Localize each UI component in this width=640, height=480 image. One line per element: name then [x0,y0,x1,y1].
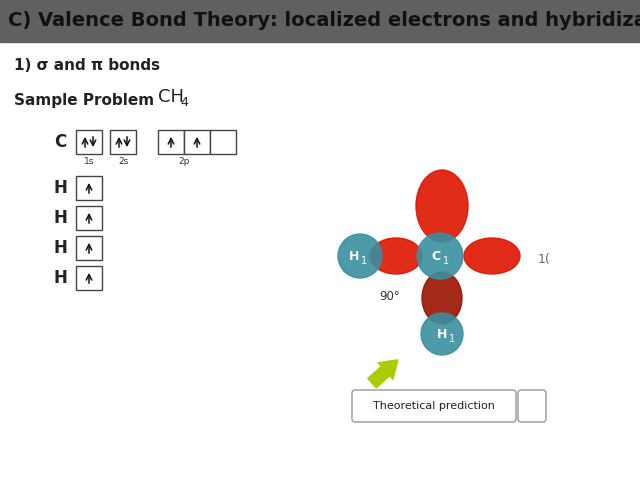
Text: 1: 1 [443,256,449,266]
Bar [110,130,136,154]
Text: C) Valence Bond Theory: localized electrons and hybridization: C) Valence Bond Theory: localized electr… [8,12,640,31]
Text: 2s: 2s [118,156,128,166]
Text: 1s: 1s [84,156,94,166]
Text: 1(: 1( [538,253,551,266]
Text: C: C [431,250,440,263]
Bar [76,206,102,230]
Bar [76,266,102,290]
Text: CH: CH [158,88,184,106]
Bar [184,130,210,154]
Bar [158,130,184,154]
Bar [0,0,640,42]
FancyBboxPatch shape [352,390,516,422]
Bar [76,176,102,200]
Text: H: H [53,269,67,287]
Text: 1: 1 [361,256,367,266]
Ellipse shape [370,238,422,274]
Ellipse shape [416,170,468,242]
Text: 90°: 90° [380,289,401,302]
FancyArrowPatch shape [368,360,398,388]
Text: Sample Problem: Sample Problem [14,93,154,108]
Ellipse shape [421,313,463,355]
FancyBboxPatch shape [518,390,546,422]
Text: H: H [437,327,447,340]
Bar [76,236,102,260]
Ellipse shape [417,233,463,279]
Ellipse shape [464,238,520,274]
Bar [76,130,102,154]
Text: H: H [349,250,359,263]
Text: 1: 1 [449,334,455,344]
Bar [210,130,236,154]
Text: C: C [54,133,66,151]
Text: 2p: 2p [179,156,189,166]
Text: H: H [53,179,67,197]
Ellipse shape [338,234,382,278]
Text: Theoretical prediction: Theoretical prediction [373,401,495,411]
Text: H: H [53,239,67,257]
Text: 4: 4 [180,96,188,108]
Ellipse shape [422,272,462,324]
Text: 1) σ and π bonds: 1) σ and π bonds [14,59,160,73]
Text: H: H [53,209,67,227]
